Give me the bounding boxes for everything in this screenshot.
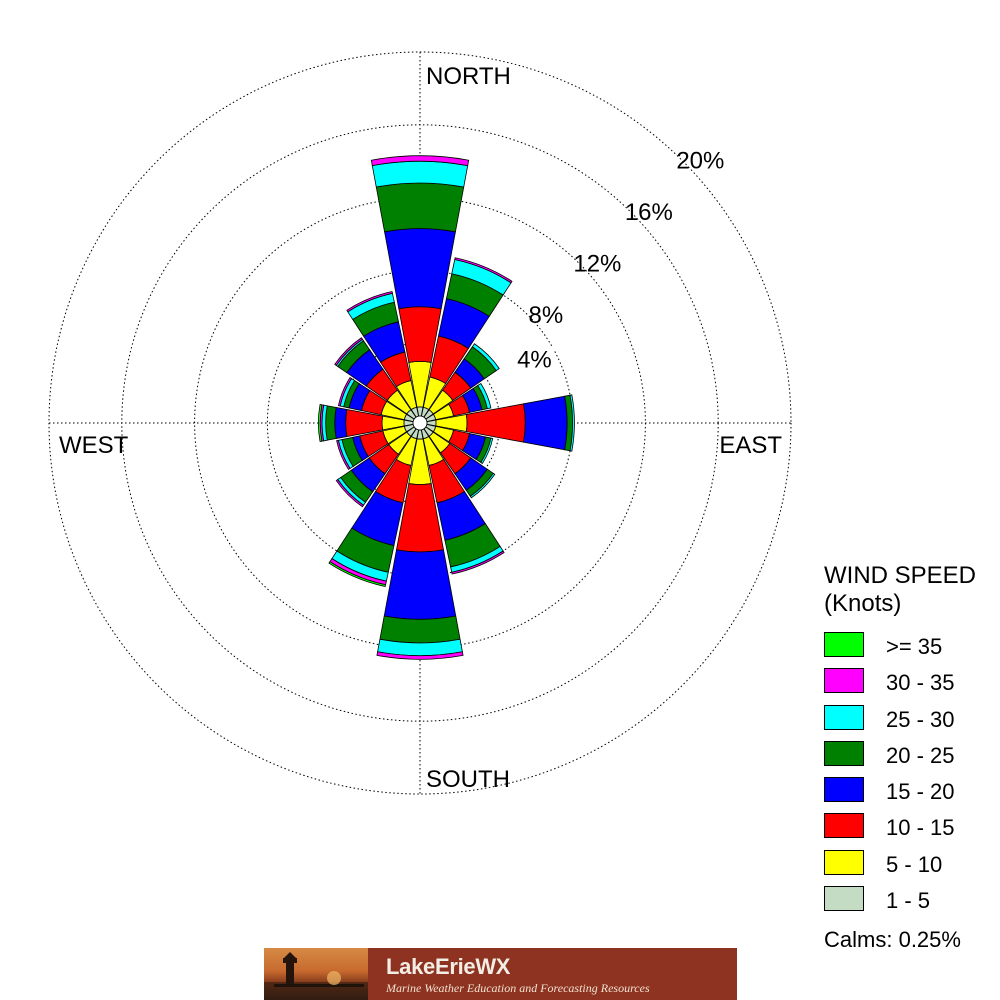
legend-label: 5 - 10 [886,851,943,877]
legend-label: 25 - 30 [886,706,955,732]
calm-center [412,415,428,431]
legend-swatch [824,886,864,912]
wind-rose-petals [318,155,575,660]
petal-e-bin-4 [523,395,568,451]
wind-rose-chart: 4% 8% 12%16%20% NORTH SOUTH WEST EAST [48,51,792,795]
legend-swatch [824,632,864,657]
legend-label: 20 - 25 [886,742,955,768]
petal-ssw-bin-8 [328,561,387,587]
legend-title: WIND SPEED (Knots) [824,562,976,618]
calms-value: 0.25% [898,927,961,952]
petal-se-bin-6 [469,472,496,499]
legend-label: 30 - 35 [886,670,955,696]
calms-label: Calms: [824,927,893,952]
petal-nw-bin-7 [334,337,363,366]
legend-label: >= 35 [886,634,943,659]
petal-s-bin-4 [383,549,457,620]
lakeeriewx-banner[interactable]: LakeErieWX Marine Weather Education and … [264,948,737,1000]
legend-label: 10 - 15 [886,815,955,841]
legend-swatch [824,668,864,694]
radial-tick-label: 16% [625,199,673,226]
radial-tick-label: 12% [573,251,621,278]
radial-tick-label: 20% [676,148,724,175]
banner-subtitle: Marine Weather Education and Forecasting… [386,981,650,995]
compass-east: EAST [719,432,782,459]
legend-title-line2: (Knots) [824,590,902,617]
calms-readout: Calms: 0.25% [824,927,961,953]
compass-west: WEST [59,432,129,459]
petal-e-bin-6 [569,394,575,452]
petal-s-bin-7 [376,651,464,660]
legend-swatch [824,740,864,766]
petal-s-bin-5 [379,615,461,644]
legend-swatch [824,813,864,839]
petal-sw-bin-7 [335,478,365,508]
petal-n-bin-7 [370,155,470,167]
petal-n-bin-6 [371,160,469,188]
tick-label-bg [514,346,555,373]
petal-ene-bin-6 [477,382,492,410]
compass-south: SOUTH [426,766,510,793]
petal-ne-bin-6 [471,343,500,372]
legend-title-line1: WIND SPEED [824,562,977,589]
petal-ese-bin-6 [480,437,494,465]
petal-w-bin-8 [318,404,323,442]
petal-nne-bin-7 [454,257,513,284]
petal-wnw-bin-7 [337,377,353,407]
petal-w-bin-5 [325,405,337,441]
legend-swatch [824,704,864,730]
petal-wsw-bin-7 [336,439,351,470]
legend-swatch [824,849,864,875]
legend-swatch [824,777,864,803]
radial-tick-label: 8% [529,302,564,329]
petal-n-bin-5 [375,182,465,233]
legend-label: 1 - 5 [886,888,931,914]
petal-n-bin-4 [384,228,456,310]
radial-tick-label: 4% [517,347,552,374]
legend-label: 15 - 20 [886,779,955,805]
petal-w-bin-4 [334,406,348,440]
petal-nnw-bin-7 [346,291,393,313]
lighthouse-sunset-photo [264,948,368,1000]
compass-north: NORTH [426,63,511,90]
banner-title: LakeErieWX [386,954,511,979]
petal-sse-bin-7 [451,550,505,575]
lighthouse-icon [264,952,368,1000]
chart-labels: 4% 8% 12%16%20% NORTH SOUTH WEST EAST [59,63,782,793]
